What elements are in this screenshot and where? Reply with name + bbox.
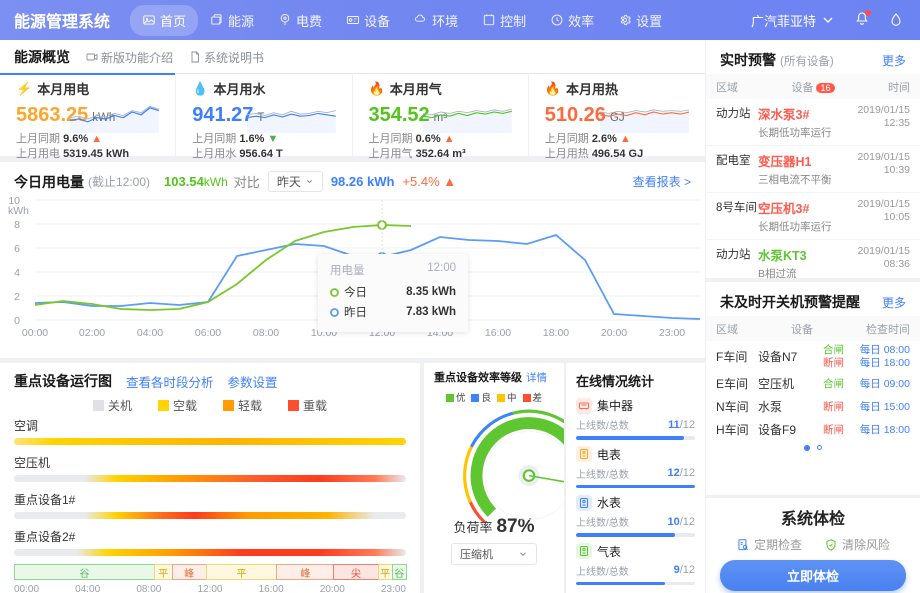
- svg-text:23:00: 23:00: [659, 327, 685, 339]
- svg-text:kWh: kWh: [8, 205, 29, 217]
- svg-text:4: 4: [14, 267, 20, 279]
- svg-text:18:00: 18:00: [543, 327, 569, 339]
- svg-text:04:00: 04:00: [137, 327, 163, 339]
- svg-text:8: 8: [14, 219, 20, 231]
- svg-text:16:00: 16:00: [485, 327, 511, 339]
- svg-text:00:00: 00:00: [22, 327, 48, 339]
- svg-text:08:00: 08:00: [253, 327, 279, 339]
- svg-text:0: 0: [14, 315, 20, 327]
- svg-text:02:00: 02:00: [79, 327, 105, 339]
- svg-text:20:00: 20:00: [601, 327, 627, 339]
- svg-text:2: 2: [14, 291, 20, 303]
- svg-text:6: 6: [14, 243, 20, 255]
- svg-text:06:00: 06:00: [195, 327, 221, 339]
